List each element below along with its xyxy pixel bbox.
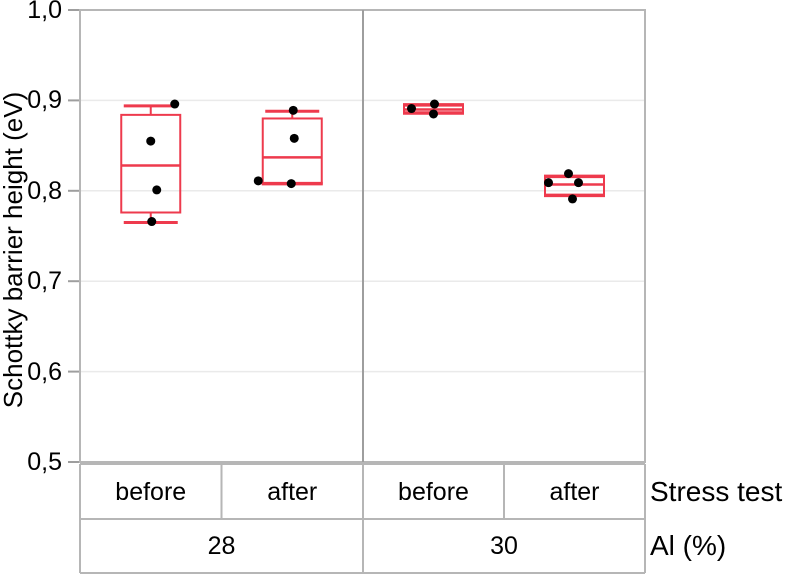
category-label-30-after: after [549,477,600,506]
group-label-30: 30 [490,532,518,560]
stress-test-axis-label: Stress test [650,475,783,507]
y-tick-label-0-6: 0,6 [27,357,62,386]
y-tick-label-0-8: 0,8 [27,176,62,205]
group-label-28: 28 [207,532,236,560]
y-tick-label-0-5: 0,5 [27,448,62,476]
al-percent-axis-label: Al (%) [650,530,727,561]
y-tick-label-1-0: 1,0 [27,0,62,24]
category-label-28-before: before [115,477,187,506]
category-label-30-before: before [398,477,469,506]
y-tick-label-0-7: 0,7 [27,267,62,296]
y-tick-label-0-9: 0,9 [27,86,62,115]
category-label-28-after: after [267,477,318,506]
